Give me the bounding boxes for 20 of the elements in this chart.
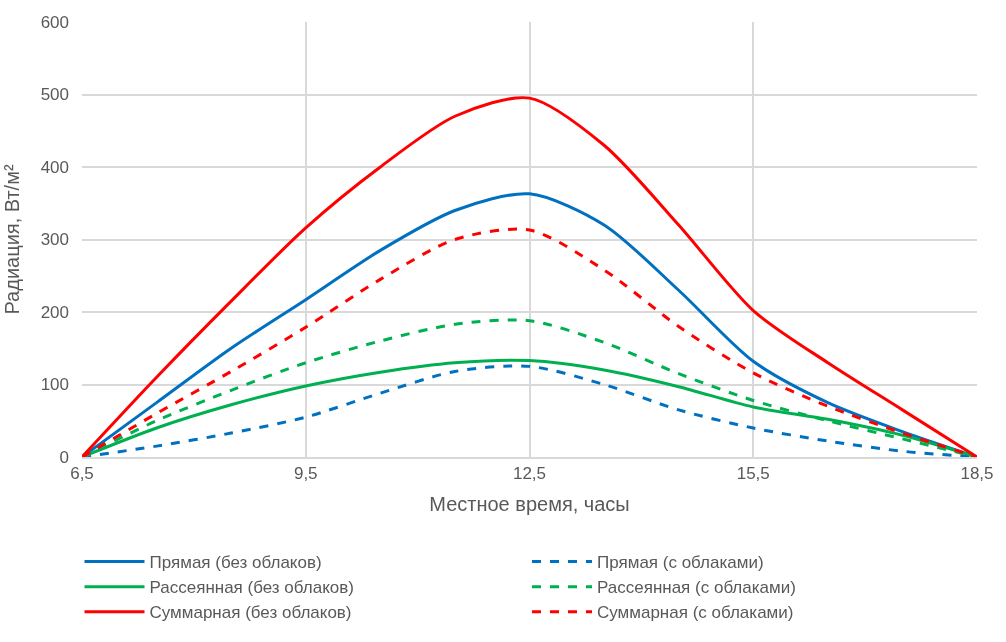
- y-tick-label: 400: [40, 157, 69, 177]
- y-axis-title: Радиация, Вт/м²: [1, 164, 24, 315]
- x-tick-label: 18,5: [960, 464, 994, 484]
- legend-label: Суммарная (с облаками): [597, 603, 794, 623]
- y-tick-label: 200: [40, 302, 69, 322]
- y-tick-label: 500: [40, 85, 69, 105]
- legend-label: Рассеянная (без облаков): [149, 578, 354, 598]
- legend-label: Прямая (без облаков): [149, 553, 322, 573]
- x-tick-label: 12,5: [512, 464, 547, 484]
- y-tick-label: 300: [40, 230, 69, 250]
- x-tick-label: 6,5: [70, 464, 94, 484]
- y-tick-label: 100: [40, 375, 69, 395]
- x-tick-label: 9,5: [293, 464, 318, 484]
- legend-label: Прямая (с облаками): [597, 553, 764, 573]
- y-tick-label: 600: [40, 12, 69, 32]
- legend-label: Рассеянная (с облаками): [597, 578, 796, 598]
- legend-label: Суммарная (без облаков): [149, 603, 352, 623]
- x-tick-label: 15,5: [736, 464, 770, 484]
- x-axis-title: Местное время, часы: [429, 493, 630, 516]
- y-tick-label: 0: [59, 447, 69, 467]
